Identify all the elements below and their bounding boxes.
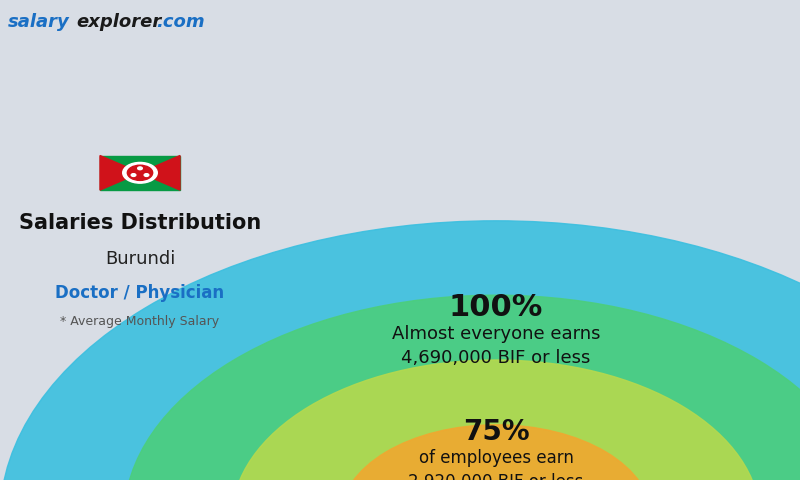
- Circle shape: [127, 165, 153, 180]
- Circle shape: [138, 167, 142, 170]
- Circle shape: [0, 221, 800, 480]
- Text: 75%: 75%: [462, 418, 530, 446]
- Text: of employees earn: of employees earn: [418, 449, 574, 468]
- Polygon shape: [100, 156, 140, 190]
- Text: .com: .com: [156, 12, 205, 31]
- Text: salary: salary: [8, 12, 70, 31]
- Circle shape: [340, 425, 652, 480]
- Text: 100%: 100%: [449, 293, 543, 322]
- Text: 4,690,000 BIF or less: 4,690,000 BIF or less: [402, 348, 590, 367]
- Text: Burundi: Burundi: [105, 250, 175, 268]
- Circle shape: [232, 360, 760, 480]
- Text: Almost everyone earns: Almost everyone earns: [392, 324, 600, 343]
- Polygon shape: [140, 156, 180, 190]
- Circle shape: [122, 162, 158, 183]
- Circle shape: [144, 174, 149, 177]
- Text: Salaries Distribution: Salaries Distribution: [19, 213, 261, 233]
- Bar: [100, 156, 180, 190]
- Circle shape: [131, 174, 136, 177]
- Text: Doctor / Physician: Doctor / Physician: [55, 284, 225, 302]
- Text: * Average Monthly Salary: * Average Monthly Salary: [61, 315, 219, 328]
- Text: explorer: explorer: [76, 12, 162, 31]
- Circle shape: [124, 295, 800, 480]
- Text: 2,920,000 BIF or less: 2,920,000 BIF or less: [408, 473, 584, 480]
